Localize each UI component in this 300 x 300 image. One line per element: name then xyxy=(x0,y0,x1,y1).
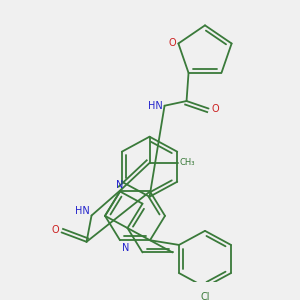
Text: O: O xyxy=(212,103,219,113)
Text: CH₃: CH₃ xyxy=(179,158,195,167)
Text: O: O xyxy=(52,225,59,235)
Text: Cl: Cl xyxy=(200,292,210,300)
Text: O: O xyxy=(169,38,176,49)
Text: N: N xyxy=(122,243,129,253)
Text: HN: HN xyxy=(148,101,163,111)
Text: HN: HN xyxy=(75,206,89,216)
Text: N: N xyxy=(116,180,124,190)
